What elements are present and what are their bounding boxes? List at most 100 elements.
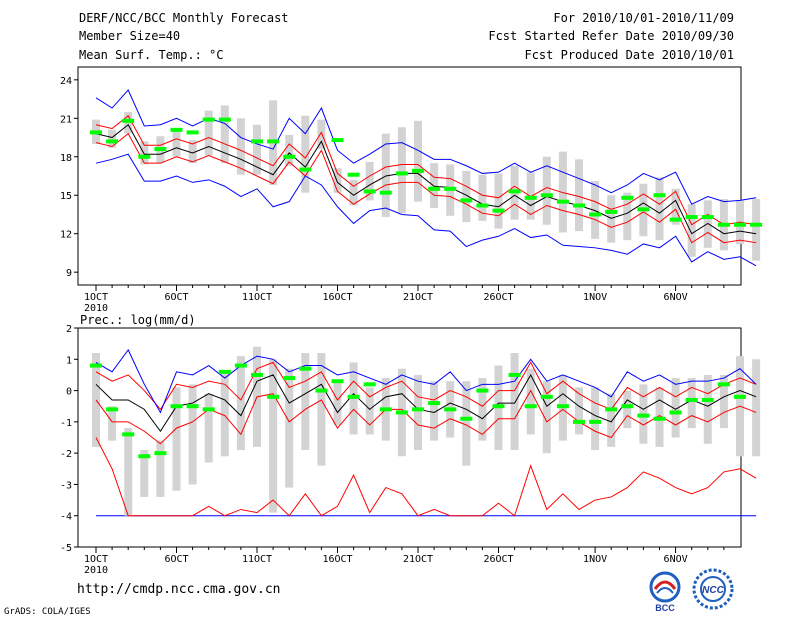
series-mean-sd — [95, 389, 757, 445]
ensemble-box — [172, 387, 181, 491]
y-tick-label: 1 — [66, 355, 72, 366]
ensemble-box — [655, 177, 664, 241]
ensemble-box — [542, 156, 551, 225]
ensemble-box — [333, 168, 342, 193]
ensemble-marker — [573, 203, 585, 208]
ensemble-box — [140, 141, 149, 165]
ensemble-box — [462, 170, 471, 223]
ensemble-marker — [589, 212, 602, 217]
ensemble-box — [687, 204, 696, 257]
ensemble-marker — [444, 407, 457, 412]
ensemble-marker — [621, 195, 634, 200]
ensemble-marker — [653, 193, 666, 198]
ensemble-box — [494, 173, 503, 229]
ensemble-box — [623, 192, 632, 241]
series-mean-sd — [95, 132, 757, 244]
ensemble-marker — [379, 407, 392, 412]
ensemble-marker — [363, 189, 376, 194]
ensemble-marker — [154, 147, 167, 152]
ensemble-box — [365, 387, 374, 435]
y-tick-label: 2 — [66, 324, 72, 335]
y-tick-label: 15 — [60, 191, 72, 202]
series-ensemble-mean — [95, 123, 757, 235]
ensemble-marker — [331, 138, 344, 143]
ensemble-marker — [556, 199, 569, 204]
y-tick-label: 18 — [60, 153, 72, 164]
ensemble-marker — [90, 130, 102, 135]
ensemble-marker — [734, 394, 746, 399]
x-tick-label: 21OCT — [403, 554, 433, 565]
x-tick-label: 6OCT — [164, 554, 188, 565]
ensemble-box — [285, 134, 294, 166]
ensemble-marker — [347, 172, 360, 177]
ensemble-box — [478, 174, 487, 221]
grads-credit: GrADS: COLA/IGES — [4, 607, 91, 617]
ensemble-marker — [299, 366, 312, 371]
x-tick-label: 1OCT — [84, 292, 108, 303]
x-tick-label: 1NOV — [583, 554, 607, 565]
ensemble-box — [301, 353, 310, 451]
ensemble-box — [236, 356, 245, 451]
ensemble-box — [607, 195, 616, 243]
ensemble-marker — [540, 394, 553, 399]
ensemble-box — [349, 179, 358, 206]
y-tick-label: 12 — [60, 230, 72, 241]
ensemble-box — [333, 381, 342, 425]
ensemble-box — [542, 381, 551, 454]
forecast-produced-date: Fcst Produced Date 2010/10/01 — [524, 48, 734, 62]
plot-frame — [77, 66, 742, 286]
ensemble-box — [220, 105, 229, 164]
ensemble-marker — [315, 388, 328, 393]
ensemble-box — [301, 115, 310, 193]
y-tick-label: 24 — [60, 76, 72, 87]
x-tick-label: 6OCT — [164, 292, 188, 303]
ensemble-marker — [492, 404, 505, 409]
ensemble-marker — [653, 416, 666, 421]
y-tick-label: -2 — [60, 449, 72, 460]
ensemble-box — [414, 120, 422, 202]
ensemble-marker — [251, 372, 263, 377]
ensemble-box — [397, 127, 406, 214]
ensemble-marker — [218, 369, 231, 374]
ensemble-box — [623, 390, 632, 429]
ensemble-box — [591, 387, 600, 451]
ensemble-box — [140, 450, 149, 497]
forecast-period: For 2010/10/01-2010/11/09 — [553, 11, 734, 25]
ensemble-box — [671, 188, 680, 225]
ensemble-marker — [267, 139, 280, 144]
ensemble-marker — [379, 190, 392, 195]
ensemble-marker — [283, 154, 296, 159]
ensemble-marker — [444, 186, 457, 191]
ensemble-box — [430, 381, 439, 441]
ensemble-marker — [234, 363, 247, 368]
ensemble-marker — [573, 419, 585, 424]
x-tick-label: 6NOV — [664, 554, 688, 565]
ensemble-box — [108, 129, 117, 148]
bcc-logo-text: BCC — [655, 603, 675, 613]
ensemble-box — [108, 406, 117, 441]
x-tick-label: 21OCT — [403, 292, 433, 303]
ensemble-box — [220, 371, 229, 457]
ensemble-marker — [395, 171, 408, 176]
ensemble-box — [752, 199, 761, 261]
ensemble-marker — [605, 407, 618, 412]
ensemble-marker — [685, 215, 698, 220]
ensemble-marker — [412, 407, 424, 412]
x-year-label: 2010 — [84, 303, 108, 314]
ensemble-marker — [138, 154, 151, 159]
ensemble-marker — [428, 186, 441, 191]
y-tick-label: -4 — [60, 512, 72, 523]
panel-title: Prec.: log(mm/d) — [80, 313, 196, 327]
ensemble-marker — [717, 222, 730, 227]
y-tick-label: -3 — [60, 480, 72, 491]
ncc-logo: NCC — [692, 568, 734, 610]
ensemble-box — [558, 151, 567, 233]
ensemble-marker — [508, 189, 521, 194]
ensemble-marker — [170, 404, 183, 409]
ensemble-marker — [251, 139, 263, 144]
variable-label: Mean Surf. Temp.: °C — [79, 48, 224, 62]
ensemble-box — [687, 378, 696, 429]
ensemble-box — [188, 384, 197, 485]
ensemble-marker — [621, 404, 634, 409]
